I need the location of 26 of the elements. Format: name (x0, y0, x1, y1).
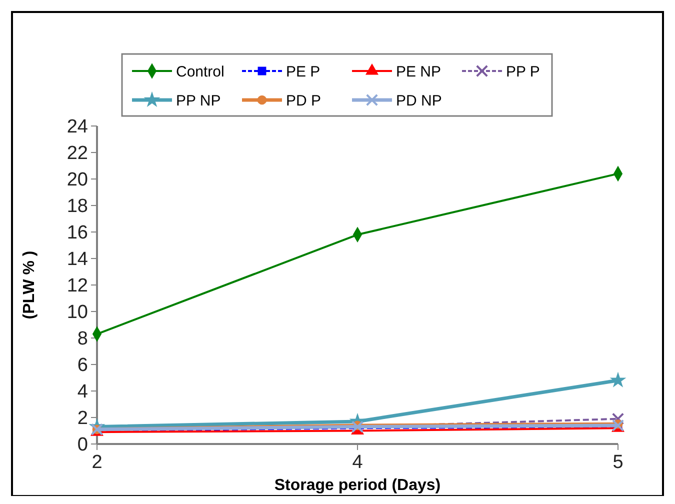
y-tick-label: 2 (77, 408, 88, 430)
x-axis-title: Storage period (Days) (274, 477, 441, 494)
y-tick-label: 14 (66, 249, 88, 270)
legend-label: PD NP (396, 92, 442, 110)
y-tick-label: 20 (66, 170, 88, 191)
x-tick-label: 4 (352, 452, 364, 473)
point (610, 372, 626, 387)
y-tick-label: 10 (66, 302, 88, 324)
y-tick-label: 0 (77, 434, 88, 456)
legend-label: PE P (286, 63, 320, 80)
y-tick-label: 12 (66, 276, 88, 297)
legend-label: PD P (286, 92, 322, 110)
x-tick-label: 2 (92, 452, 102, 473)
legend-label: PP P (506, 63, 540, 80)
y-tick-label: 18 (66, 196, 88, 218)
y-tick-label: 16 (66, 222, 88, 244)
legend-label: PE NP (396, 63, 442, 80)
legend-label: Control (176, 63, 224, 80)
y-tick-label: 24 (66, 116, 88, 138)
y-tick-label: 22 (66, 143, 88, 164)
x-tick-label: 5 (612, 452, 624, 473)
y-tick-label: 8 (77, 328, 88, 350)
y-tick-label: 4 (77, 382, 88, 403)
y-tick-label: 6 (77, 355, 88, 376)
y-axis-title: (PLW % ) (21, 250, 38, 320)
legend-label: PP NP (176, 92, 221, 110)
